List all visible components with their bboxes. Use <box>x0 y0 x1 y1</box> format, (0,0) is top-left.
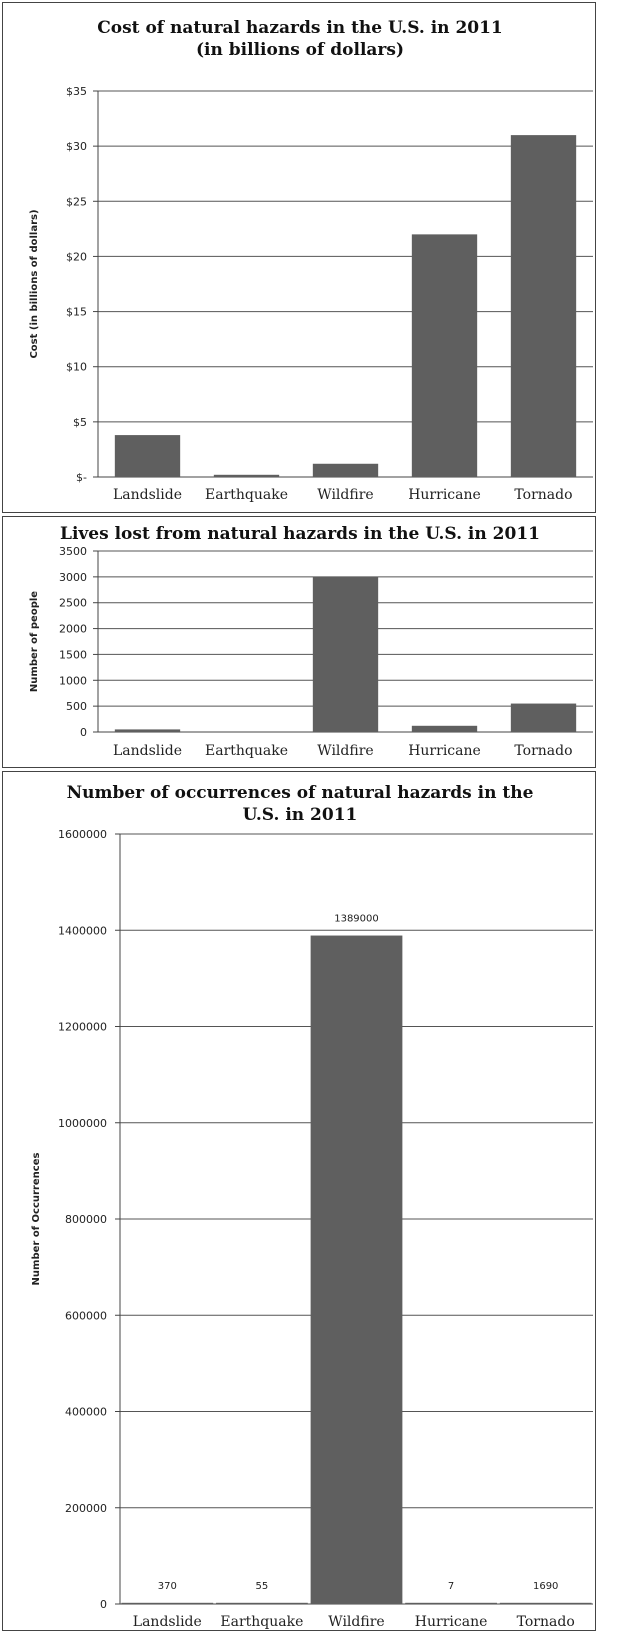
y-tick-label: $25 <box>66 195 87 208</box>
chart-title-line: Number of occurrences of natural hazards… <box>67 783 534 803</box>
y-tick-label: 600000 <box>65 1309 107 1322</box>
x-category-label: Tornado <box>517 1614 575 1630</box>
y-tick-label: $30 <box>66 140 87 153</box>
data-label: 7 <box>448 1581 454 1592</box>
data-label: 55 <box>256 1581 269 1592</box>
y-tick-label: $15 <box>66 306 87 319</box>
bar-tornado <box>510 703 577 732</box>
chart-title-line: U.S. in 2011 <box>243 805 358 825</box>
x-category-label: Hurricane <box>408 743 481 759</box>
x-category-label: Earthquake <box>220 1614 303 1630</box>
chart-title-line: Lives lost from natural hazards in the U… <box>60 524 540 544</box>
occurrences-chart: Number of occurrences of natural hazards… <box>31 783 593 1630</box>
data-label: 1389000 <box>334 914 379 925</box>
x-category-label: Hurricane <box>415 1614 488 1630</box>
x-category-label: Earthquake <box>205 743 288 759</box>
occurrences-chart-panel: Number of occurrences of natural hazards… <box>2 771 596 1631</box>
y-tick-label: 1500 <box>59 648 87 661</box>
x-category-label: Landslide <box>133 1614 202 1630</box>
bar-landslide <box>114 729 181 732</box>
x-category-label: Wildfire <box>317 743 373 759</box>
bar-wildfire <box>310 935 403 1604</box>
x-category-label: Tornado <box>514 743 572 759</box>
y-tick-label: 1600000 <box>58 828 107 841</box>
bar-tornado <box>510 135 577 477</box>
x-category-label: Landslide <box>113 743 182 759</box>
y-tick-label: $5 <box>73 416 87 429</box>
x-category-label: Earthquake <box>205 487 288 503</box>
y-tick-label: 200000 <box>65 1502 107 1515</box>
y-tick-label: 2000 <box>59 623 87 636</box>
y-tick-label: 2500 <box>59 597 87 610</box>
chart-title-line: Cost of natural hazards in the U.S. in 2… <box>97 18 503 38</box>
bar-landslide <box>114 435 181 477</box>
bar-hurricane <box>411 234 478 477</box>
lives-lost-chart-panel: Lives lost from natural hazards in the U… <box>2 516 596 768</box>
x-category-label: Tornado <box>514 487 572 503</box>
y-tick-label: 3500 <box>59 545 87 558</box>
x-category-label: Wildfire <box>328 1614 384 1630</box>
bar-tornado <box>499 1602 592 1604</box>
bar-earthquake <box>213 474 280 477</box>
y-tick-label: 1200000 <box>58 1021 107 1034</box>
bar-landslide <box>121 1602 214 1604</box>
y-tick-label: 1400000 <box>58 924 107 937</box>
data-label: 1690 <box>533 1581 558 1592</box>
x-category-label: Wildfire <box>317 487 373 503</box>
bar-hurricane <box>405 1602 497 1604</box>
cost-chart-panel: Cost of natural hazards in the U.S. in 2… <box>2 2 596 513</box>
y-axis-title: Number of people <box>29 591 40 692</box>
y-tick-label: $- <box>76 471 87 484</box>
bar-wildfire <box>312 463 379 477</box>
y-tick-label: 800000 <box>65 1213 107 1226</box>
y-tick-label: $20 <box>66 250 87 263</box>
chart-title-line: (in billions of dollars) <box>196 40 404 60</box>
y-tick-label: 1000000 <box>58 1117 107 1130</box>
y-axis-title: Number of Occurrences <box>31 1153 42 1286</box>
y-tick-label: 400000 <box>65 1406 107 1419</box>
x-category-label: Landslide <box>113 487 182 503</box>
y-tick-label: 3000 <box>59 571 87 584</box>
y-tick-label: 500 <box>66 700 87 713</box>
lives-lost-chart: Lives lost from natural hazards in the U… <box>29 524 593 759</box>
bar-earthquake <box>216 1602 308 1604</box>
x-category-label: Hurricane <box>408 487 481 503</box>
bar-wildfire <box>312 576 379 732</box>
y-tick-label: 0 <box>80 726 87 739</box>
cost-chart: Cost of natural hazards in the U.S. in 2… <box>29 18 593 503</box>
bar-hurricane <box>411 725 478 732</box>
data-label: 370 <box>158 1581 177 1592</box>
y-tick-label: 0 <box>100 1598 107 1611</box>
y-tick-label: 1000 <box>59 674 87 687</box>
y-tick-label: $10 <box>66 361 87 374</box>
y-axis-title: Cost (in billions of dollars) <box>29 209 40 358</box>
y-tick-label: $35 <box>66 85 87 98</box>
